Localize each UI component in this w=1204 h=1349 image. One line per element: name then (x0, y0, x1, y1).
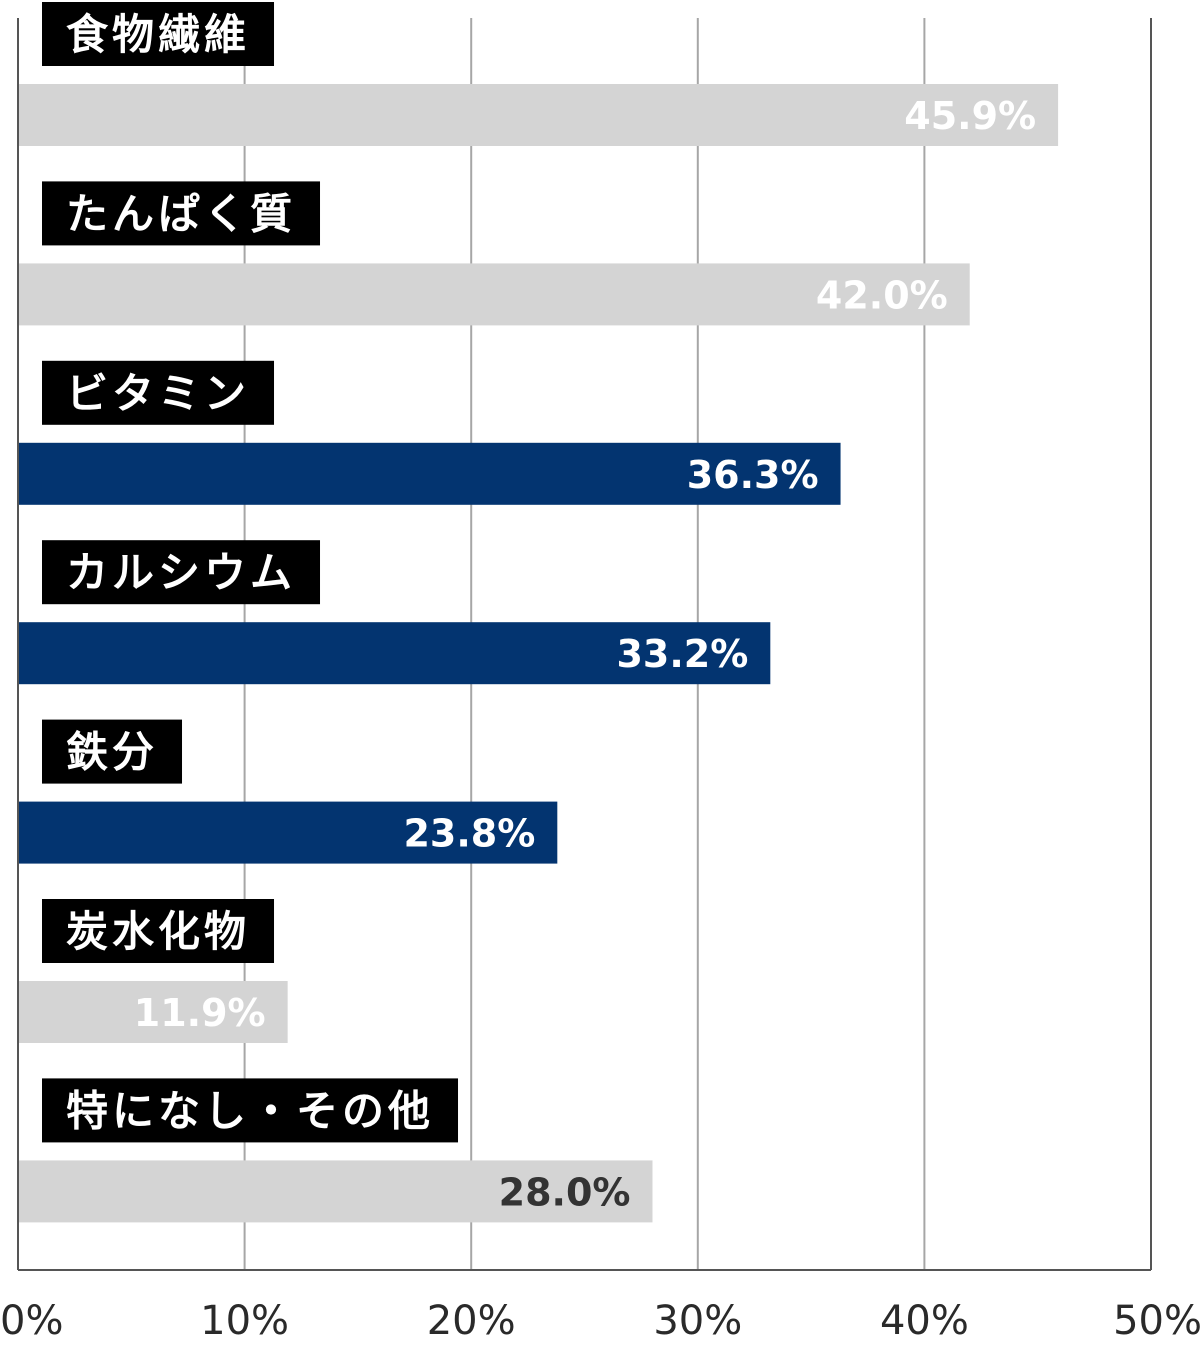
category-label-box (42, 181, 321, 246)
bars: 食物繊維 45.9% たんぱく質 42.0% ビタミン 36.3% カルシウム 33.2% 鉄分… (18, 2, 1059, 1223)
category-label: 炭水化物 (66, 907, 250, 956)
bar-row: ビタミン 36.3% (18, 360, 841, 505)
bar-row: 食物繊維 45.9% (18, 2, 1059, 146)
bar-row: 炭水化物 11.9% (18, 899, 288, 1043)
bar-row: たんぱく質 42.0% (18, 181, 970, 326)
bar (18, 84, 1059, 146)
category-label: 食物繊維 (66, 10, 250, 59)
bar (18, 801, 558, 864)
bar (18, 263, 970, 326)
x-tick-label: 50% (1113, 1298, 1202, 1344)
data-label: 11.9% (134, 991, 266, 1035)
category-label-box (42, 1078, 459, 1143)
category-label-box (42, 360, 275, 425)
x-tick-label: 40% (880, 1298, 969, 1344)
data-label: 42.0% (816, 273, 948, 317)
bar (18, 442, 841, 505)
data-label: 33.2% (616, 632, 748, 676)
category-label: カルシウム (66, 548, 296, 597)
category-label: たんぱく質 (66, 189, 296, 238)
category-label: 鉄分 (66, 728, 158, 777)
category-label: 特になし・その他 (66, 1086, 434, 1135)
axes (17, 18, 1151, 1271)
bar (18, 1160, 653, 1223)
bar (18, 981, 288, 1043)
category-label-box (42, 899, 275, 963)
category-label-box (42, 2, 275, 66)
data-label: 36.3% (687, 453, 819, 497)
x-tick-label: 30% (653, 1298, 742, 1344)
bar-row: カルシウム 33.2% (18, 540, 771, 685)
x-tick-label: 0% (0, 1298, 63, 1344)
data-label: 45.9% (904, 94, 1036, 138)
category-label: ビタミン (66, 369, 250, 418)
x-tick-label: 10% (200, 1298, 289, 1344)
data-label: 28.0% (499, 1170, 631, 1214)
tick-labels: 0% 10% 20% 30% 40% 50% (0, 1298, 1202, 1344)
bar-row: 特になし・その他 28.0% (18, 1078, 653, 1223)
x-tick-label: 20% (427, 1298, 516, 1344)
bar (18, 622, 771, 685)
category-label-box (42, 540, 321, 605)
bar-row: 鉄分 23.8% (18, 719, 558, 864)
category-label-box (42, 719, 183, 784)
data-label: 23.8% (403, 812, 535, 856)
